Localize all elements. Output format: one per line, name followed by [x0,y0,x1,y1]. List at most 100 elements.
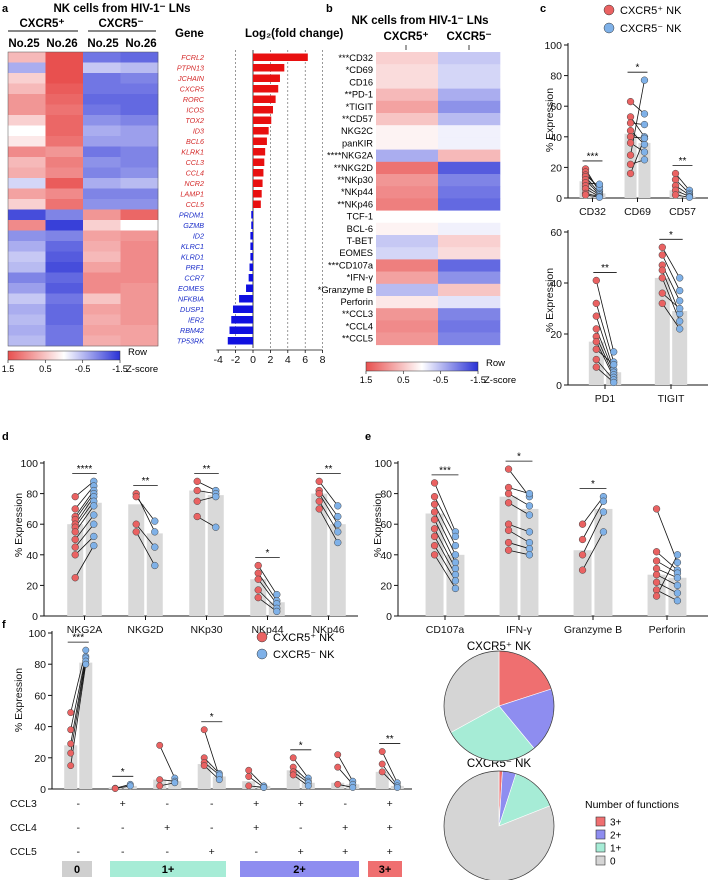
significance-label: * [299,740,303,751]
panel-e: e % Expression 0 20 40 60 80 100 *** CD107a * IFN… [365,431,708,636]
pair-line [203,729,220,777]
dot-cxcr5-pos [578,520,587,528]
dot-cxcr5-pos [245,766,253,774]
dot-cxcr5-neg [334,528,342,536]
dot-cxcr5-pos [245,773,253,780]
sample-label: No.26 [46,38,77,50]
pair-line [582,501,604,540]
dot-cxcr5-neg [673,551,682,559]
heatmap-cell [45,199,84,210]
dot-cxcr5-neg [640,156,649,164]
gene-name: ID2 [193,232,204,241]
bar-cxcr5-pos [425,513,444,616]
dot-cxcr5-neg [525,551,534,559]
heatmap-cell [438,174,501,187]
heatmap-cell [376,332,439,346]
heatmap-cell [120,283,159,294]
heatmap-cell [120,251,159,263]
heatmap-cell [120,104,159,116]
dot-cxcr5-neg [525,502,534,510]
dot-cxcr5-neg [273,590,281,599]
dot-cxcr5-neg [273,607,281,616]
heatmap-cell [376,186,439,199]
gene-name: LAMP1 [180,190,204,199]
pair-line [582,531,604,571]
heatmap-cell [376,235,439,248]
legend-label-cxcr5-neg: CXCR5⁻ NK [620,23,682,35]
y-tick-label: 100 [544,40,562,52]
dot-cxcr5-pos [504,546,513,554]
heatmap-cell [120,304,159,315]
heatmap-cell [438,222,501,236]
dot-cxcr5-neg [90,541,98,550]
dot-cxcr5-neg [212,523,220,531]
y-axis-label: % Expression [544,268,556,332]
heatmap-cell [45,283,84,294]
dot-cxcr5-pos [289,754,297,762]
heatmap-cell [376,308,439,321]
foldchange-bar [251,211,253,219]
heatmap-cell [83,62,121,74]
pair-line [661,303,681,330]
marker-name: NKG2C [341,126,373,136]
function-group-label: 0 [74,864,80,876]
legend-marker-cxcr5-pos [603,4,615,16]
pair-line [74,514,95,540]
zscore-label: Row [486,358,505,369]
bar-cxcr5-pos [573,550,592,616]
dot-cxcr5-pos [671,175,680,184]
pair-line [381,751,398,783]
heatmap-cell [45,83,84,95]
dot-cxcr5-neg [640,148,649,156]
dot-cxcr5-neg [90,532,98,541]
significance-label: * [121,767,125,778]
combination-sign: - [166,798,170,810]
panel-b: b NK cells from HIV-1⁻ LNs CXCR5⁺ CXCR5⁻… [318,3,517,386]
pair-line [135,496,156,522]
heatmap-cell [438,308,501,321]
significance-label: ** [203,464,211,475]
foldchange-bar [253,64,285,72]
heatmap-cell [438,52,501,65]
heatmap-cell [45,272,84,284]
zscore-tick-label: -0.5 [75,364,91,374]
dot-cxcr5-pos [430,541,439,550]
panel-a-title: NK cells from HIV-1⁻ LNs [53,3,190,15]
combination-sign: + [342,822,348,834]
heatmap-cell [83,304,121,315]
dot-cxcr5-pos [658,243,666,251]
dot-cxcr5-pos [504,489,513,498]
pair-line [257,565,278,595]
heatmap-cell [120,146,159,158]
heatmap-cell [120,115,159,126]
y-tick-label: 0 [556,380,562,392]
pair-line [582,511,604,555]
dot-cxcr5-pos [626,113,635,121]
heatmap-cell [8,167,46,179]
heatmap-cell [83,262,121,273]
pair-line [318,508,339,543]
heatmap-cell [83,272,121,284]
dot-cxcr5-pos [658,274,666,282]
y-axis-label: % Expression [544,88,556,152]
y-tick-label: 80 [34,659,46,671]
zscore-tick-label: -1.5 [470,375,486,385]
x-tick-label: PD1 [595,393,616,405]
panel-a-heatmap [7,51,159,347]
pair-line [70,664,87,766]
function-group-bar [62,861,92,877]
dot-cxcr5-neg [595,180,604,188]
heatmap-cell [83,220,121,231]
dot-cxcr5-pos [504,538,513,547]
y-tick-label: 80 [380,489,392,501]
gene-name: PRDM1 [179,211,204,220]
y-tick-label: 100 [28,628,46,640]
dot-cxcr5-pos [334,763,342,771]
foldchange-bar [253,158,265,166]
heatmap-cell [83,178,121,189]
combination-sign: - [77,822,81,834]
dot-cxcr5-neg [451,551,460,559]
y-tick-label: 0 [556,193,562,205]
pair-line [595,280,615,352]
